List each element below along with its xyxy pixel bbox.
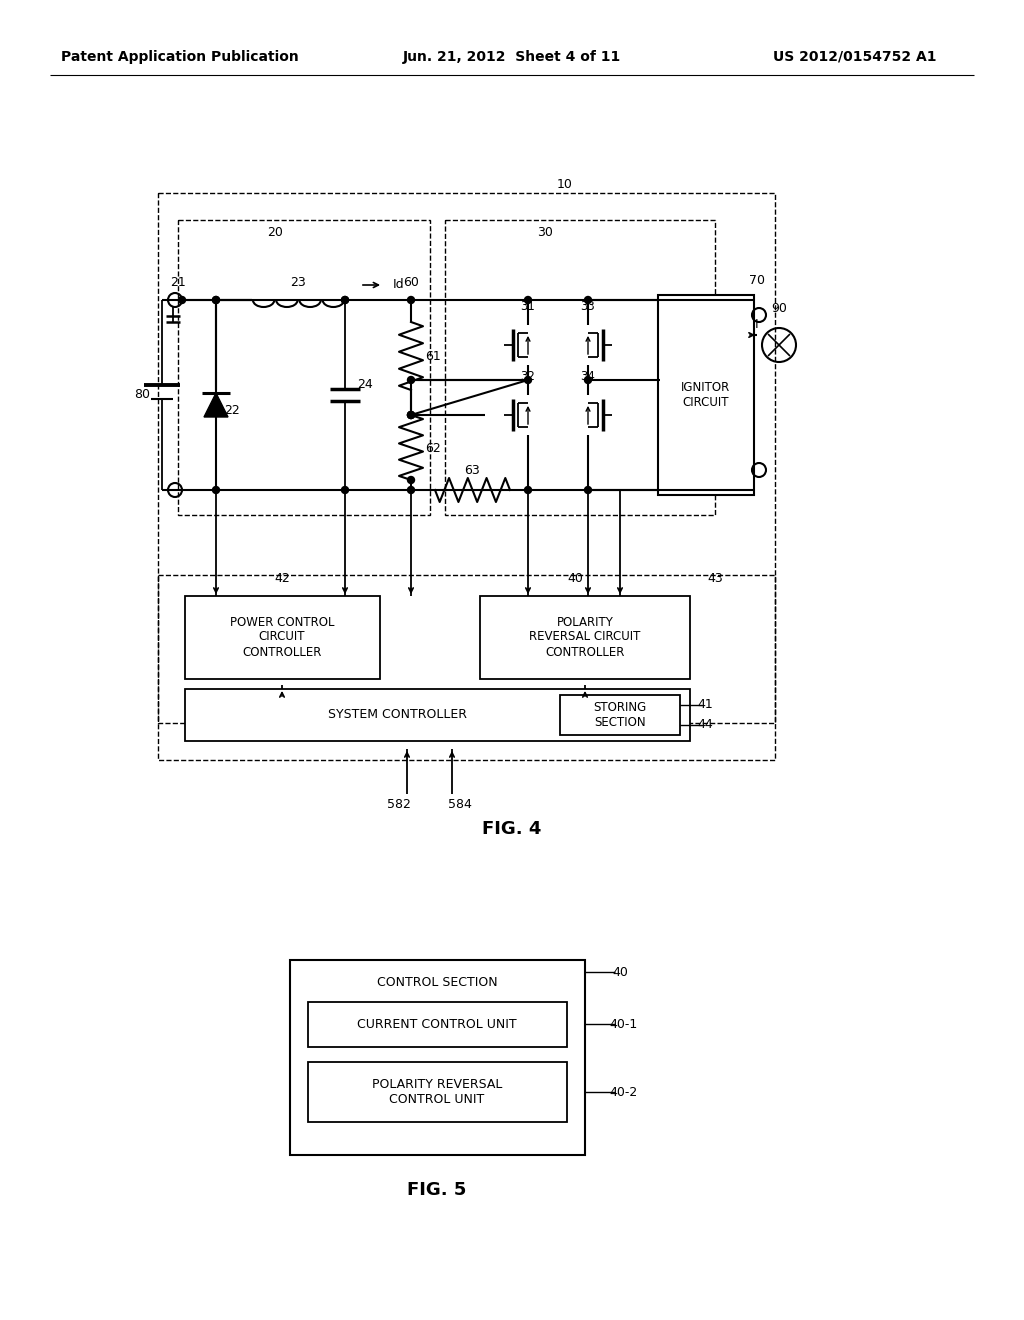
Text: CONTROL SECTION: CONTROL SECTION xyxy=(377,975,498,989)
Text: FIG. 5: FIG. 5 xyxy=(408,1181,467,1199)
Text: 40-2: 40-2 xyxy=(609,1085,637,1098)
Text: 23: 23 xyxy=(290,276,306,289)
Circle shape xyxy=(213,487,219,494)
Bar xyxy=(480,597,690,678)
Bar xyxy=(560,696,680,735)
Text: US 2012/0154752 A1: US 2012/0154752 A1 xyxy=(773,50,937,63)
Circle shape xyxy=(408,412,415,418)
Circle shape xyxy=(213,297,219,304)
Bar xyxy=(158,193,775,723)
Bar xyxy=(308,1002,567,1047)
Bar xyxy=(178,220,430,515)
Circle shape xyxy=(408,412,415,418)
Circle shape xyxy=(585,297,592,304)
Text: 42: 42 xyxy=(274,572,290,585)
Text: 20: 20 xyxy=(267,226,283,239)
Text: 44: 44 xyxy=(697,718,713,731)
Text: 584: 584 xyxy=(449,797,472,810)
Text: IGNITOR
CIRCUIT: IGNITOR CIRCUIT xyxy=(681,381,731,409)
Text: FIG. 4: FIG. 4 xyxy=(482,820,542,838)
Text: 43: 43 xyxy=(708,572,723,585)
Text: 63: 63 xyxy=(464,463,480,477)
Circle shape xyxy=(524,487,531,494)
Text: Id: Id xyxy=(393,279,404,292)
Bar xyxy=(185,597,380,678)
Text: 70: 70 xyxy=(749,273,765,286)
Text: 90: 90 xyxy=(771,301,786,314)
Circle shape xyxy=(585,376,592,384)
Text: 40: 40 xyxy=(612,965,628,978)
Polygon shape xyxy=(204,393,228,417)
Circle shape xyxy=(178,297,185,304)
Text: 31: 31 xyxy=(520,301,536,314)
Text: STORING
SECTION: STORING SECTION xyxy=(593,701,646,729)
Text: POLARITY REVERSAL
CONTROL UNIT: POLARITY REVERSAL CONTROL UNIT xyxy=(372,1078,502,1106)
Text: POLARITY
REVERSAL CIRCUIT
CONTROLLER: POLARITY REVERSAL CIRCUIT CONTROLLER xyxy=(529,615,641,659)
Circle shape xyxy=(341,487,348,494)
Text: 582: 582 xyxy=(387,797,411,810)
Circle shape xyxy=(408,297,415,304)
Bar xyxy=(658,294,754,495)
Text: 34: 34 xyxy=(581,371,595,384)
Text: 62: 62 xyxy=(425,441,441,454)
Text: 30: 30 xyxy=(537,226,553,239)
Bar xyxy=(445,220,715,515)
Text: Patent Application Publication: Patent Application Publication xyxy=(61,50,299,63)
Circle shape xyxy=(524,376,531,384)
Circle shape xyxy=(213,297,219,304)
Text: I: I xyxy=(755,318,759,331)
Bar xyxy=(308,1063,567,1122)
Bar xyxy=(185,689,690,741)
Circle shape xyxy=(408,487,415,494)
Text: CURRENT CONTROL UNIT: CURRENT CONTROL UNIT xyxy=(357,1018,517,1031)
Text: 41: 41 xyxy=(697,698,713,711)
Circle shape xyxy=(408,376,415,384)
Text: 24: 24 xyxy=(357,379,373,392)
Circle shape xyxy=(524,297,531,304)
Text: 32: 32 xyxy=(520,371,536,384)
Text: 60: 60 xyxy=(403,276,419,289)
Text: 33: 33 xyxy=(581,301,595,314)
Text: 80: 80 xyxy=(134,388,150,401)
Circle shape xyxy=(585,487,592,494)
Text: 22: 22 xyxy=(224,404,240,417)
Text: 10: 10 xyxy=(557,178,573,191)
Circle shape xyxy=(408,412,415,418)
Text: POWER CONTROL
CIRCUIT
CONTROLLER: POWER CONTROL CIRCUIT CONTROLLER xyxy=(229,615,334,659)
Text: 21: 21 xyxy=(170,276,186,289)
Bar xyxy=(158,576,775,760)
Text: 40-1: 40-1 xyxy=(609,1018,637,1031)
Text: 40: 40 xyxy=(567,572,583,585)
Circle shape xyxy=(341,297,348,304)
Text: Jun. 21, 2012  Sheet 4 of 11: Jun. 21, 2012 Sheet 4 of 11 xyxy=(402,50,622,63)
Bar xyxy=(290,960,585,1155)
Text: SYSTEM CONTROLLER: SYSTEM CONTROLLER xyxy=(328,709,467,722)
Text: 61: 61 xyxy=(425,350,441,363)
Circle shape xyxy=(408,477,415,483)
Circle shape xyxy=(341,297,348,304)
